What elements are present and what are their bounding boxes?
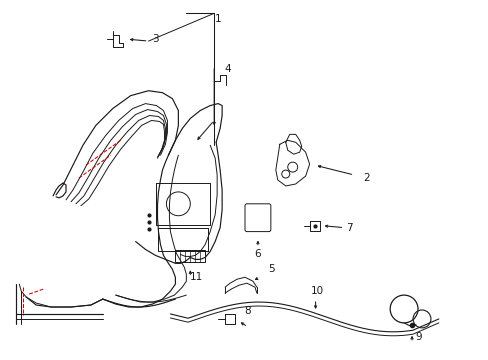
Text: 2: 2 xyxy=(362,173,369,183)
Text: 7: 7 xyxy=(346,222,352,233)
Text: 11: 11 xyxy=(189,272,203,282)
Text: 3: 3 xyxy=(152,34,159,44)
Text: 5: 5 xyxy=(268,264,275,274)
Text: 4: 4 xyxy=(224,64,231,74)
Text: 9: 9 xyxy=(415,332,422,342)
Text: 6: 6 xyxy=(254,249,261,260)
Text: 8: 8 xyxy=(244,306,251,316)
Text: 1: 1 xyxy=(214,14,221,24)
Text: 10: 10 xyxy=(310,286,324,296)
